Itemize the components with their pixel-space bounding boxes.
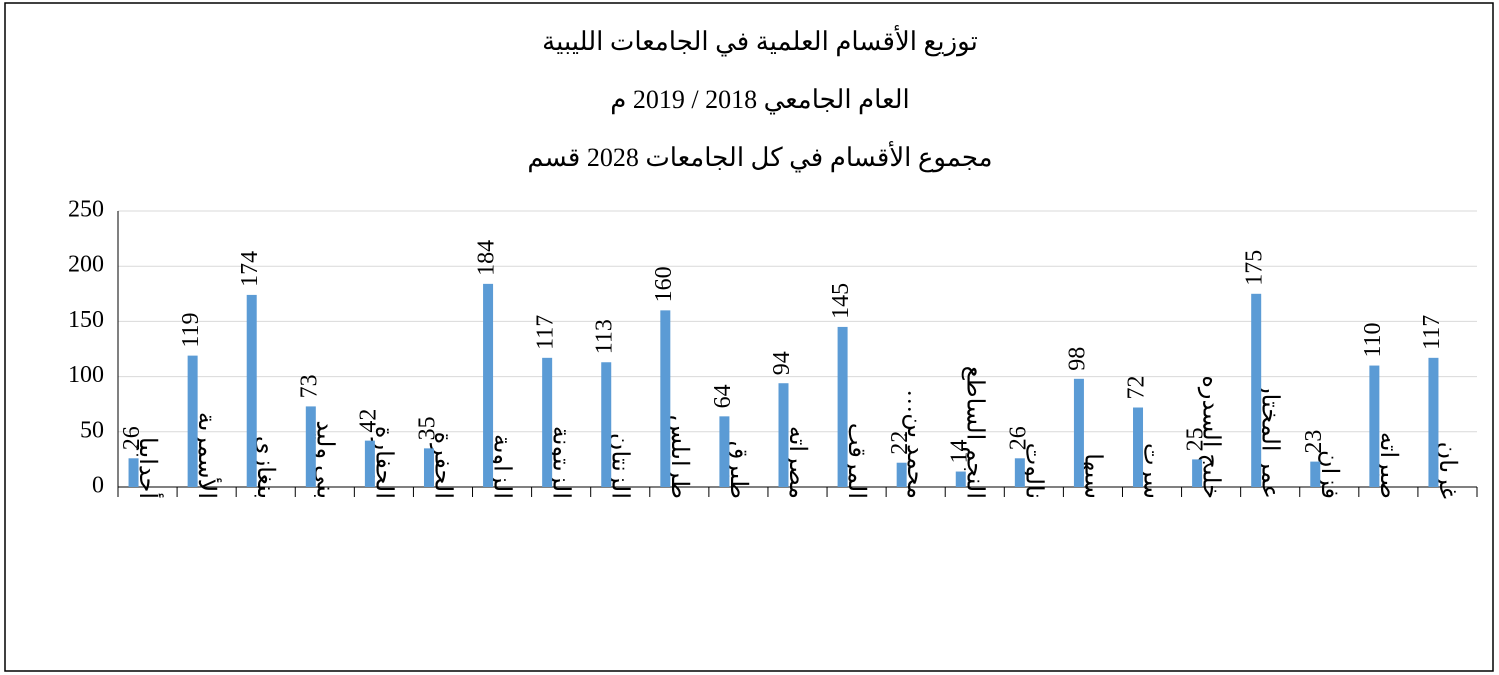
bar [246, 294, 257, 487]
bar [601, 362, 612, 487]
chart-subtitle: العام الجامعي 2018 / 2019 م [610, 85, 910, 115]
bar [364, 440, 375, 487]
data-label: 145 [828, 283, 854, 319]
bar [1369, 365, 1380, 487]
data-label: 64 [710, 384, 736, 408]
bar [1192, 459, 1203, 487]
y-tick-label: 200 [68, 252, 104, 278]
data-label: 26 [1005, 426, 1031, 450]
data-label: 25 [1183, 427, 1209, 451]
data-label: 22 [887, 431, 913, 455]
bar [128, 458, 139, 487]
bar [187, 355, 198, 487]
data-label: 184 [474, 240, 500, 276]
data-label: 98 [1064, 347, 1090, 371]
bar [778, 383, 789, 487]
y-tick-label: 0 [92, 473, 104, 499]
bar [1133, 407, 1144, 487]
data-label: 35 [414, 416, 440, 440]
bar [1014, 458, 1025, 487]
data-label: 119 [178, 313, 204, 348]
data-label: 117 [1419, 315, 1445, 350]
y-tick-label: 50 [80, 417, 104, 443]
bar [719, 416, 730, 487]
bar [1073, 378, 1084, 487]
bar [955, 471, 966, 487]
data-label: 117 [533, 315, 559, 350]
data-label: 160 [651, 266, 677, 302]
bar [483, 283, 494, 487]
bar [1310, 461, 1321, 487]
data-label: 175 [1242, 250, 1268, 286]
bar [1251, 293, 1262, 487]
data-label: 23 [1301, 430, 1327, 454]
bar [660, 310, 671, 487]
data-label: 110 [1360, 322, 1386, 357]
data-label: 42 [355, 409, 381, 433]
bar [896, 462, 907, 487]
x-tick-label: الأسمرية [193, 412, 223, 499]
chart-subtitle: مجموع الأقسام في كل الجامعات 2028 قسم [527, 140, 992, 173]
data-label: 174 [237, 251, 263, 287]
chart-title: توزيع الأقسام العلمية في الجامعات الليبي… [542, 24, 978, 57]
bar [1428, 357, 1439, 487]
bar [305, 406, 316, 487]
data-label: 72 [1124, 376, 1150, 400]
data-label: 26 [119, 426, 145, 450]
bar [542, 357, 553, 487]
y-tick-label: 100 [68, 362, 104, 388]
data-label: 73 [296, 374, 322, 398]
y-tick-label: 150 [68, 307, 104, 333]
y-tick-label: 250 [68, 197, 104, 223]
data-label: 14 [946, 440, 972, 464]
bar [423, 448, 434, 487]
bar [837, 326, 848, 487]
x-tick-label: أجدابيا [134, 437, 165, 499]
data-label: 113 [592, 319, 618, 354]
data-label: 94 [769, 351, 795, 375]
